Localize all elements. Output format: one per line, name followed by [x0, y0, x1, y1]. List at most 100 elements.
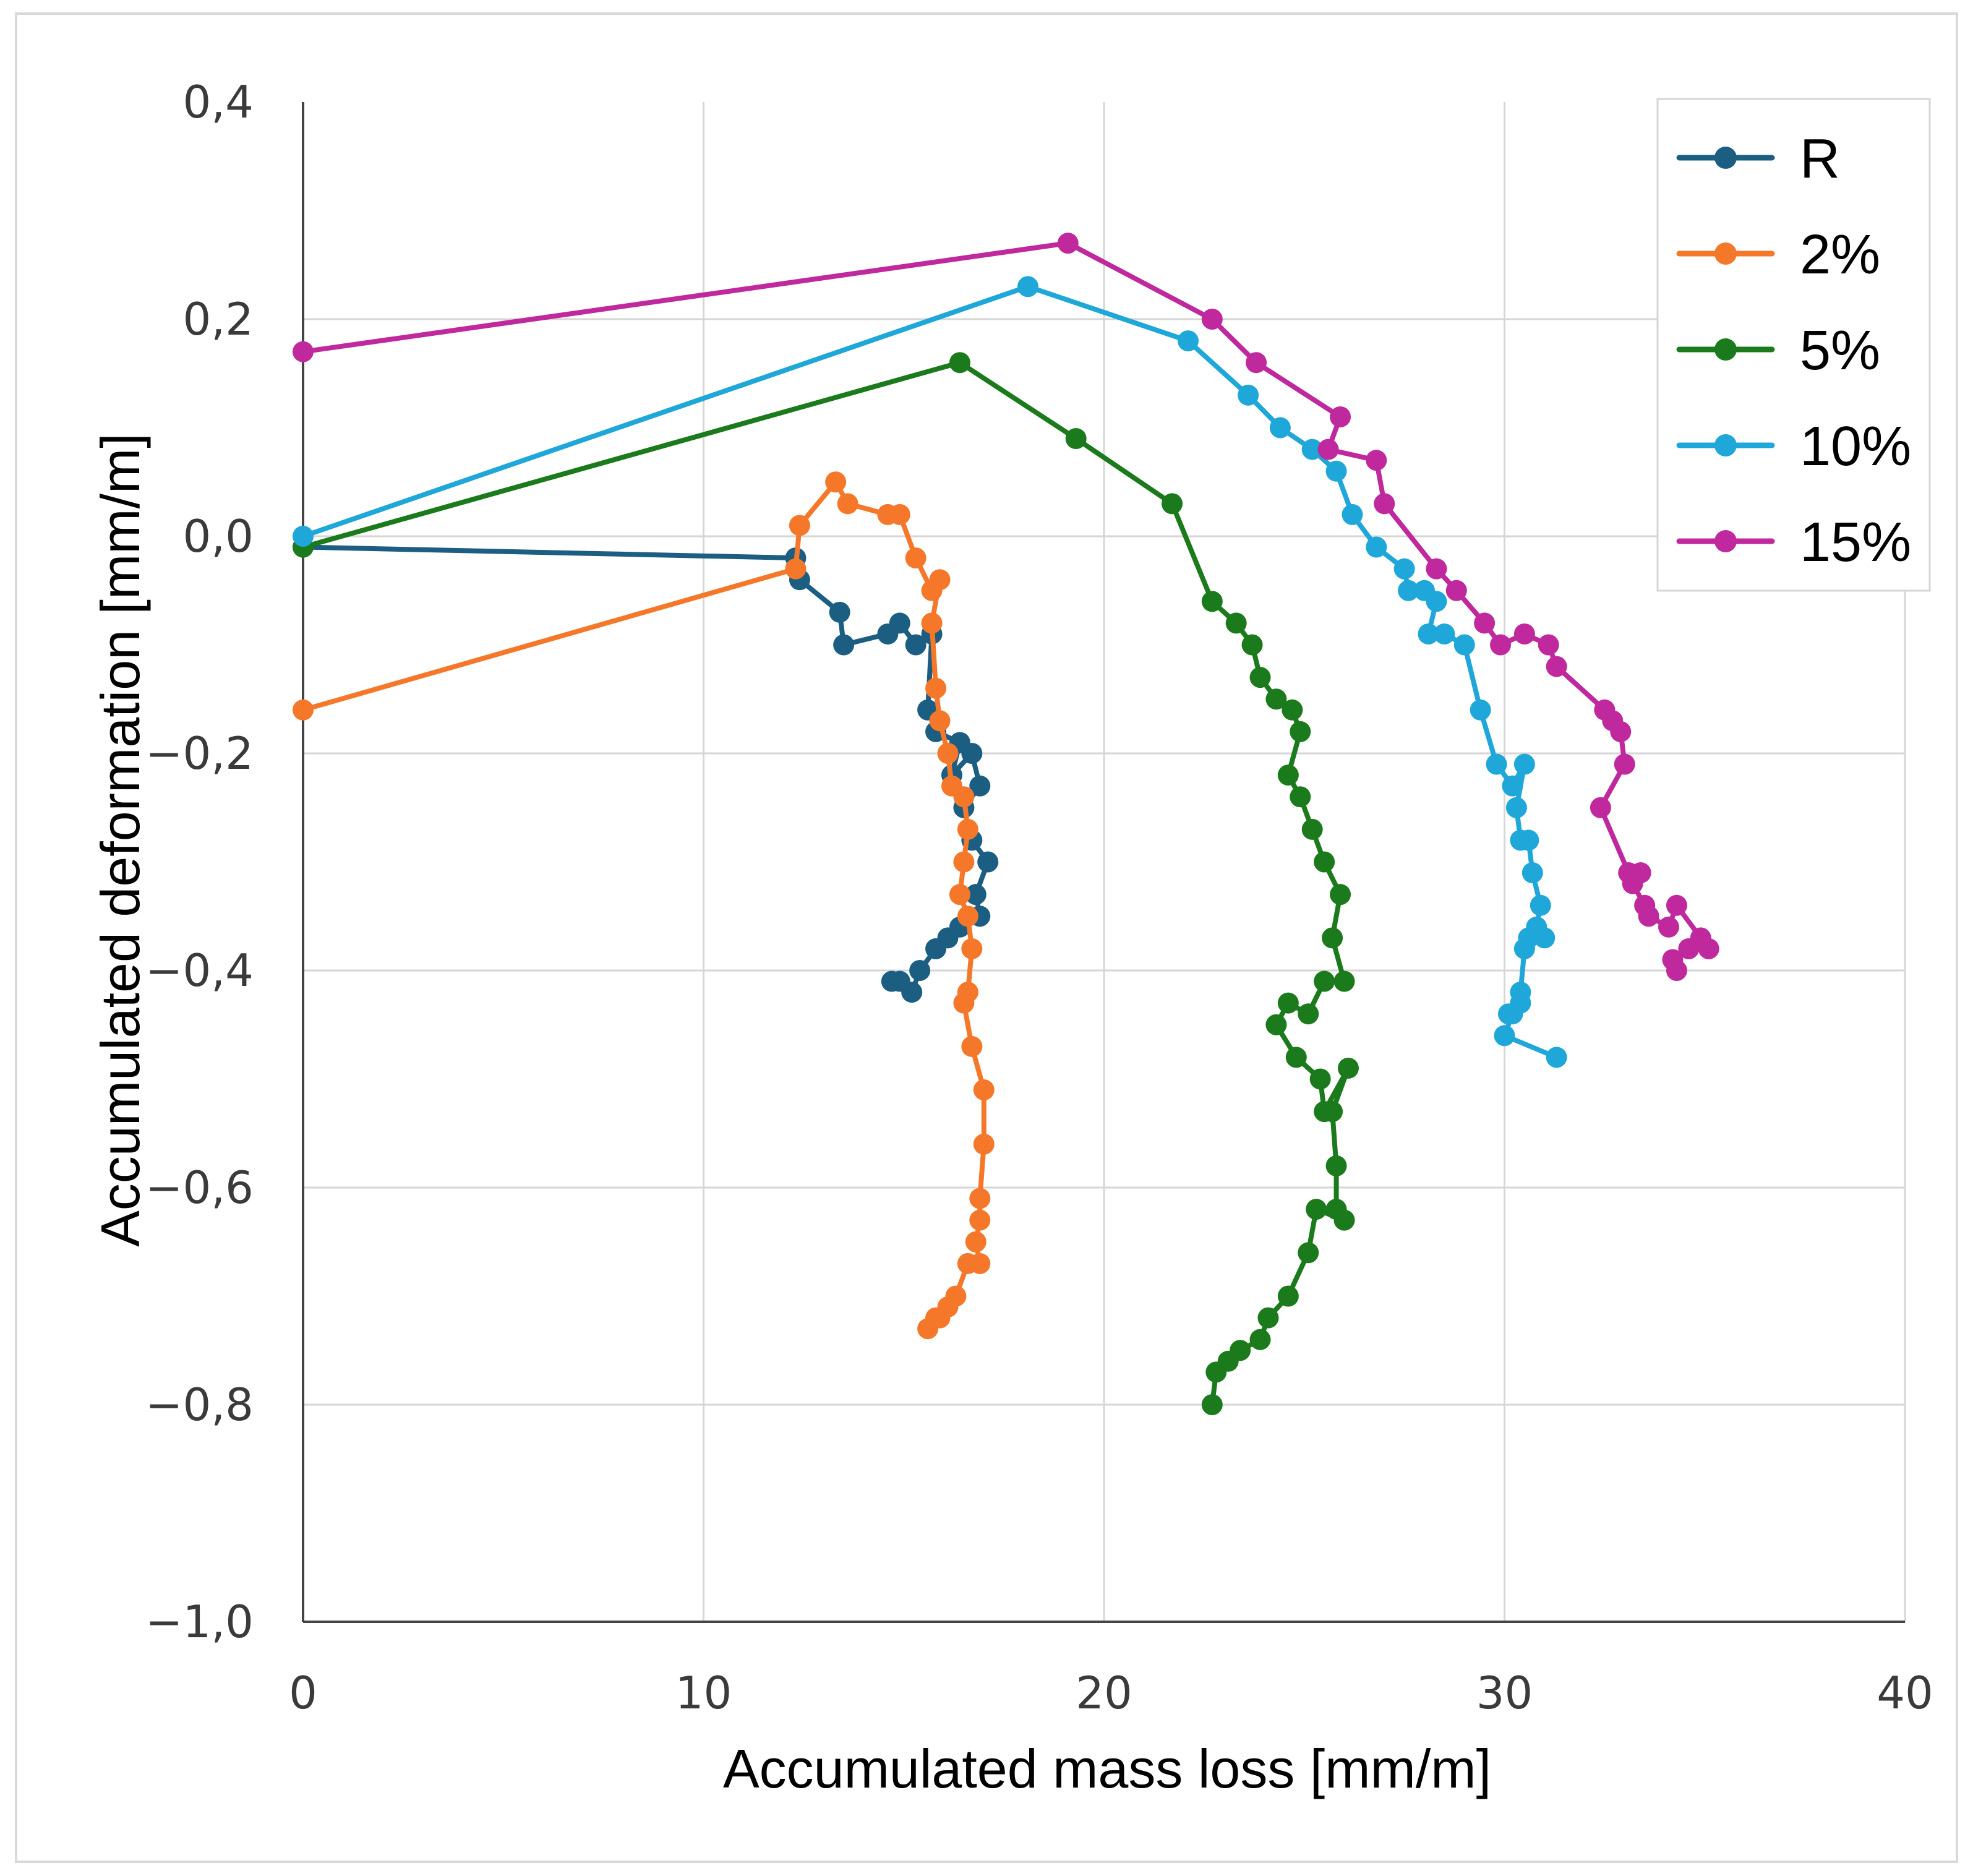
y-tick-label: −0,4: [145, 944, 254, 996]
data-point: [1314, 851, 1335, 873]
data-point: [1277, 1285, 1299, 1307]
data-point: [1445, 580, 1467, 601]
data-point: [917, 1318, 939, 1340]
data-point: [1249, 1329, 1271, 1350]
data-point: [1225, 612, 1247, 634]
data-point: [1337, 1057, 1359, 1079]
data-point: [965, 1231, 986, 1253]
series-1: [293, 536, 999, 1003]
y-tick-label: −0,2: [145, 727, 254, 779]
data-point: [1513, 753, 1535, 775]
y-tick-label: 0,4: [182, 76, 254, 128]
data-point: [293, 526, 314, 547]
data-point: [1314, 970, 1335, 992]
series-line: [301, 479, 986, 1332]
data-point: [1301, 439, 1323, 460]
data-point: [833, 634, 855, 656]
series-3: [293, 352, 1359, 1415]
legend-item: 15%: [1676, 512, 1911, 573]
data-point: [1322, 927, 1343, 949]
data-point: [1638, 906, 1659, 927]
data-point: [1330, 406, 1351, 427]
data-point: [1678, 938, 1700, 959]
data-point: [1546, 656, 1567, 677]
data-point: [1513, 938, 1535, 959]
data-point: [1017, 276, 1038, 298]
data-point: [1490, 634, 1512, 656]
data-point: [957, 818, 978, 840]
data-point: [829, 601, 850, 623]
data-point: [1285, 1047, 1307, 1068]
data-point: [1325, 460, 1347, 482]
data-point: [1269, 417, 1291, 439]
data-point: [965, 884, 986, 906]
data-point: [921, 612, 943, 634]
legend-label: 2%: [1800, 224, 1880, 286]
data-point: [905, 634, 927, 656]
data-point: [1426, 591, 1447, 612]
data-point: [1277, 992, 1299, 1014]
data-point: [1505, 797, 1527, 818]
data-point: [973, 1133, 995, 1155]
data-point: [953, 992, 975, 1014]
data-point: [1666, 960, 1687, 981]
data-point: [953, 786, 975, 808]
data-point: [1486, 753, 1507, 775]
legend-label: 5%: [1800, 320, 1880, 382]
legend: R 2% 5% 10% 15%: [1656, 98, 1931, 592]
data-point: [1298, 1242, 1319, 1264]
data-point: [925, 677, 947, 699]
data-point: [1418, 623, 1439, 645]
data-point: [1502, 1003, 1523, 1025]
data-point: [1434, 623, 1455, 645]
x-tick-label: 10: [675, 1667, 732, 1719]
figure-frame: [15, 12, 1958, 1863]
data-point: [1393, 558, 1415, 580]
data-point: [1249, 667, 1271, 688]
data-point: [1257, 1307, 1279, 1329]
data-point: [1521, 862, 1543, 884]
data-point: [969, 775, 991, 797]
data-point: [961, 938, 983, 959]
data-point: [1502, 775, 1523, 797]
data-point: [1309, 1068, 1331, 1090]
data-point: [1205, 1361, 1227, 1383]
legend-item: R: [1676, 128, 1840, 190]
data-point: [1453, 634, 1475, 656]
data-point: [1177, 330, 1199, 352]
data-point: [1366, 536, 1387, 558]
data-point: [961, 1035, 983, 1057]
data-point: [1057, 233, 1079, 254]
legend-label: 15%: [1800, 512, 1911, 573]
data-point: [1322, 1101, 1343, 1123]
data-point: [957, 1253, 978, 1274]
data-point: [1666, 894, 1687, 916]
data-point: [1614, 753, 1635, 775]
data-point: [961, 743, 983, 764]
data-point: [1333, 970, 1355, 992]
y-tick-label: 0,2: [182, 293, 254, 345]
data-point: [1333, 1209, 1355, 1231]
data-point: [837, 493, 858, 515]
data-point: [1298, 1003, 1319, 1025]
data-point: [1590, 797, 1611, 818]
legend-swatch-marker: [1714, 242, 1737, 265]
x-tick-label: 20: [1076, 1667, 1132, 1719]
plot-series: [293, 233, 1719, 1415]
legend-item: 2%: [1676, 224, 1880, 286]
data-point: [929, 710, 951, 732]
data-point: [929, 569, 951, 591]
data-point: [1474, 612, 1496, 634]
grid: [303, 102, 1906, 1622]
data-point: [1325, 1155, 1347, 1176]
data-point: [1470, 699, 1491, 721]
data-point: [1317, 439, 1339, 460]
data-point: [1622, 873, 1643, 894]
data-point: [825, 471, 847, 493]
data-point: [905, 547, 927, 569]
data-point: [1290, 721, 1311, 742]
data-point: [1546, 1047, 1567, 1068]
data-point: [1374, 493, 1395, 515]
